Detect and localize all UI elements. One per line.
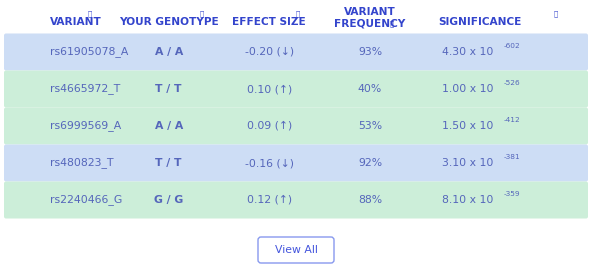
Text: EFFECT SIZE: EFFECT SIZE bbox=[233, 17, 306, 27]
FancyBboxPatch shape bbox=[4, 70, 588, 107]
Text: VARIANT
FREQUENCY: VARIANT FREQUENCY bbox=[334, 7, 406, 29]
Text: -412: -412 bbox=[504, 117, 520, 123]
Text: 93%: 93% bbox=[358, 47, 382, 57]
Text: 1.00 x 10: 1.00 x 10 bbox=[442, 84, 493, 94]
Text: T / T: T / T bbox=[156, 158, 182, 168]
Text: T / T: T / T bbox=[156, 84, 182, 94]
Text: rs6999569_A: rs6999569_A bbox=[50, 121, 121, 131]
Text: ⓘ: ⓘ bbox=[88, 11, 92, 17]
Text: -359: -359 bbox=[504, 191, 520, 197]
Text: 92%: 92% bbox=[358, 158, 382, 168]
Text: YOUR GENOTYPE: YOUR GENOTYPE bbox=[119, 17, 218, 27]
FancyBboxPatch shape bbox=[4, 34, 588, 70]
Text: 4.30 x 10: 4.30 x 10 bbox=[442, 47, 493, 57]
FancyBboxPatch shape bbox=[4, 107, 588, 144]
Text: 0.09 (↑): 0.09 (↑) bbox=[247, 121, 292, 131]
Text: 1.50 x 10: 1.50 x 10 bbox=[442, 121, 493, 131]
Text: 40%: 40% bbox=[358, 84, 382, 94]
Text: rs4665972_T: rs4665972_T bbox=[50, 84, 121, 94]
Text: 88%: 88% bbox=[358, 195, 382, 205]
Text: -526: -526 bbox=[504, 80, 520, 86]
Text: -0.16 (↓): -0.16 (↓) bbox=[245, 158, 294, 168]
Text: ⓘ: ⓘ bbox=[295, 11, 300, 17]
Text: 0.12 (↑): 0.12 (↑) bbox=[247, 195, 292, 205]
Text: rs2240466_G: rs2240466_G bbox=[50, 195, 123, 206]
Text: A / A: A / A bbox=[155, 47, 183, 57]
Text: SIGNIFICANCE: SIGNIFICANCE bbox=[438, 17, 521, 27]
Text: ⓘ: ⓘ bbox=[200, 11, 204, 17]
Text: -602: -602 bbox=[504, 43, 520, 49]
Text: View All: View All bbox=[275, 245, 317, 255]
Text: -381: -381 bbox=[504, 154, 520, 160]
Text: -0.20 (↓): -0.20 (↓) bbox=[245, 47, 294, 57]
Text: 8.10 x 10: 8.10 x 10 bbox=[442, 195, 493, 205]
Text: A / A: A / A bbox=[155, 121, 183, 131]
Text: ⓘ: ⓘ bbox=[390, 21, 394, 27]
Text: 3.10 x 10: 3.10 x 10 bbox=[442, 158, 493, 168]
Text: 0.10 (↑): 0.10 (↑) bbox=[247, 84, 292, 94]
FancyBboxPatch shape bbox=[4, 144, 588, 181]
Text: VARIANT: VARIANT bbox=[50, 17, 102, 27]
Text: ⓘ: ⓘ bbox=[554, 11, 558, 17]
Text: rs61905078_A: rs61905078_A bbox=[50, 47, 128, 57]
Text: rs480823_T: rs480823_T bbox=[50, 158, 114, 169]
FancyBboxPatch shape bbox=[4, 181, 588, 218]
Text: G / G: G / G bbox=[154, 195, 184, 205]
Text: 53%: 53% bbox=[358, 121, 382, 131]
FancyBboxPatch shape bbox=[258, 237, 334, 263]
